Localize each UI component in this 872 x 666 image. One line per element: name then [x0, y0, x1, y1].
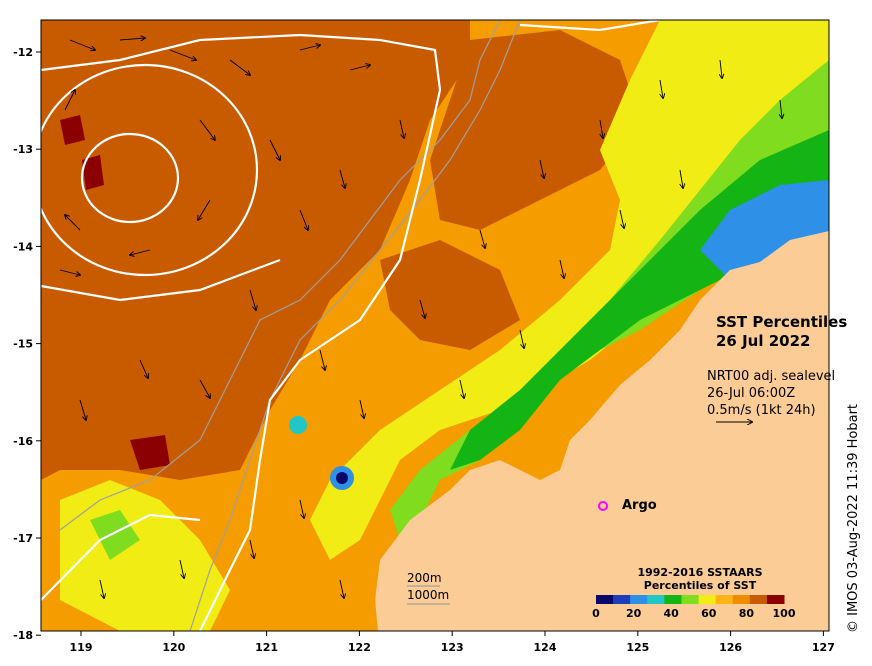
colorbar-tick-label: 100 [773, 607, 796, 620]
latitude-tick-label: -16 [13, 435, 33, 448]
eddy-spot-3 [336, 472, 348, 484]
colorbar-swatch [766, 595, 785, 604]
colorbar-swatch [715, 595, 734, 604]
colorbar-tick-label: 0 [592, 607, 600, 620]
colorbar-swatch [732, 595, 751, 604]
longitude-tick-label: 122 [348, 641, 371, 654]
colorbar-title-line1: 1992-2016 SSTAARS [637, 566, 763, 579]
latitude-tick-label: -14 [13, 240, 33, 253]
colorbar-tick-label: 40 [664, 607, 680, 620]
colorbar-swatch [681, 595, 700, 604]
colorbar-swatch [613, 595, 631, 604]
colorbar-swatch [647, 595, 665, 604]
colorbar-title: 1992-2016 SSTAARS Percentiles of SST [590, 566, 810, 592]
argo-label: Argo [622, 498, 657, 513]
sst-region-blue-east [700, 180, 829, 280]
bathymetry-1000m [189, 20, 521, 631]
argo-float-marker[interactable] [598, 501, 608, 511]
map-title-line1: SST Percentiles [716, 313, 848, 331]
copyright-credit: © IMOS 03-Aug-2022 11:39 Hobart [846, 403, 861, 633]
map-info: NRT00 adj. sealevel 26-Jul 06:00Z 0.5m/s… [707, 368, 835, 419]
sst-region-yellow-east [310, 20, 829, 560]
latitude-tick-label: -18 [13, 629, 33, 642]
longitude-tick-label: 124 [534, 641, 557, 654]
info-line2: 26-Jul 06:00Z [707, 386, 796, 401]
longitude-tick-label: 120 [162, 641, 185, 654]
longitude-tick-label: 121 [255, 641, 278, 654]
depth-legend-200m: 200m [407, 571, 442, 585]
colorbar-tick-label: 20 [626, 607, 642, 620]
sst-region-extreme-1 [60, 115, 85, 145]
colorbar-swatch [698, 595, 717, 604]
colorbar-tick-label: 80 [739, 607, 755, 620]
sst-region-high-center [380, 240, 520, 350]
latitude-axis: -12 -13 -14 -15 -16 -17 -18 [13, 46, 41, 642]
longitude-tick-label: 127 [812, 641, 835, 654]
map-title-line2: 26 Jul 2022 [716, 332, 811, 350]
info-line3: 0.5m/s (1kt 24h) [707, 403, 816, 418]
bathymetry-200m [59, 20, 501, 531]
map-title: SST Percentiles 26 Jul 2022 [716, 313, 847, 351]
longitude-tick-label: 123 [441, 641, 464, 654]
latitude-tick-label: -17 [13, 532, 33, 545]
colorbar-swatch [630, 595, 648, 604]
colorbar-swatch [596, 595, 614, 604]
longitude-tick-label: 125 [626, 641, 649, 654]
latitude-tick-label: -15 [13, 338, 33, 351]
longitude-tick-label: 119 [70, 641, 93, 654]
longitude-tick-label: 126 [719, 641, 742, 654]
sst-region-high-north [430, 30, 640, 230]
plot-border [40, 19, 830, 632]
latitude-tick-label: -12 [13, 46, 33, 59]
colorbar: 0 20 40 60 80 100 [592, 595, 796, 620]
sealevel-contours [41, 20, 661, 631]
depth-legend: 200m 1000m [407, 570, 449, 604]
colorbar-swatch [664, 595, 682, 604]
longitude-axis: 119 120 121 122 123 124 125 126 127 [70, 631, 835, 654]
info-line1: NRT00 adj. sealevel [707, 369, 836, 384]
sst-region-extreme-2 [82, 155, 104, 190]
colorbar-swatch [749, 595, 768, 604]
australia-land [375, 231, 829, 631]
colorbar-title-line2: Percentiles of SST [643, 579, 757, 592]
current-vectors [59, 38, 782, 598]
sst-region-extreme-3 [130, 435, 170, 470]
sst-region-high-west [41, 20, 470, 480]
sst-region-green-sw [90, 510, 140, 560]
depth-legend-1000m: 1000m [407, 588, 450, 602]
colorbar-tick-label: 60 [701, 607, 717, 620]
map-plot-area: 0 20 40 60 80 100 [41, 20, 829, 631]
latitude-tick-label: -13 [13, 143, 33, 156]
eddy-spot-1 [289, 416, 307, 434]
